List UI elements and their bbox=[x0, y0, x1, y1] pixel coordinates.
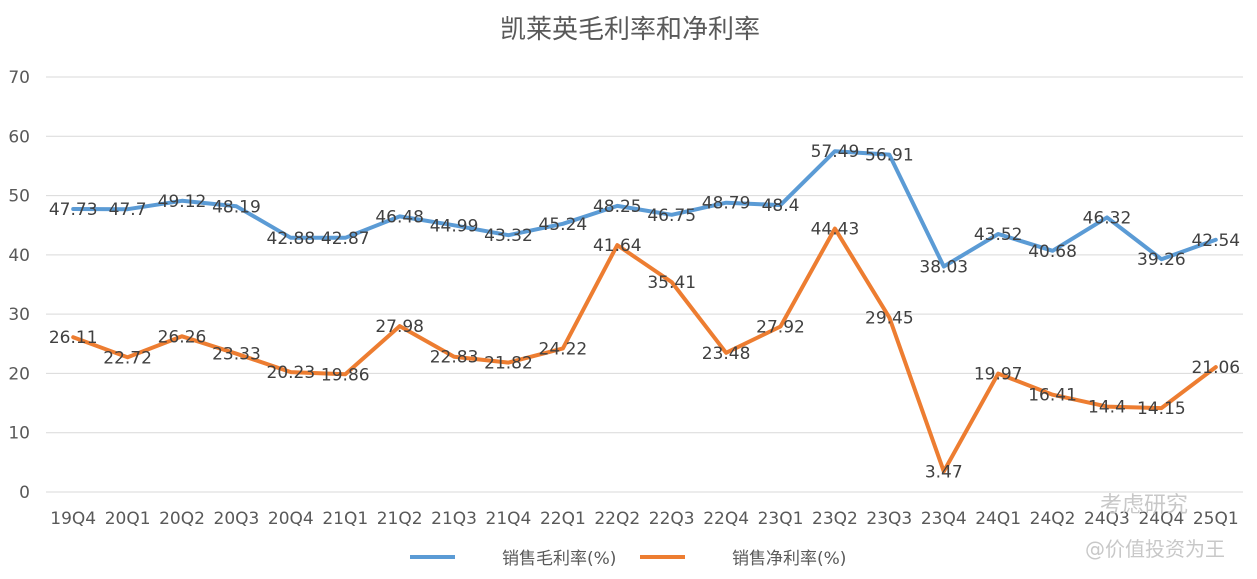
data-label: 49.12 bbox=[158, 192, 207, 212]
data-label: 44.43 bbox=[811, 220, 860, 240]
data-label: 40.68 bbox=[1028, 242, 1077, 262]
data-label: 46.32 bbox=[1083, 208, 1132, 228]
x-tick-label: 23Q2 bbox=[812, 509, 858, 529]
x-tick-label: 22Q4 bbox=[703, 509, 749, 529]
series-lines bbox=[71, 149, 1218, 474]
x-tick-label: 23Q3 bbox=[866, 509, 912, 529]
data-label: 21.06 bbox=[1191, 358, 1240, 378]
x-tick-label: 24Q1 bbox=[975, 509, 1021, 529]
data-label: 14.15 bbox=[1137, 399, 1186, 419]
series-line-2 bbox=[71, 226, 1218, 474]
data-label: 27.92 bbox=[756, 317, 805, 337]
data-label: 38.03 bbox=[919, 258, 968, 278]
data-label: 48.19 bbox=[212, 197, 261, 217]
x-tick-label: 25Q1 bbox=[1193, 509, 1239, 529]
data-label: 47.7 bbox=[109, 200, 147, 220]
data-label: 56.91 bbox=[865, 146, 914, 166]
series-line-1 bbox=[71, 149, 1218, 269]
data-label: 21.82 bbox=[484, 354, 533, 374]
data-label: 43.52 bbox=[974, 225, 1023, 245]
watermark: 考虑研究 @价值投资为王 bbox=[1085, 493, 1225, 561]
x-tick-label: 20Q2 bbox=[159, 509, 205, 529]
x-tick-label: 19Q4 bbox=[50, 509, 96, 529]
data-label: 48.25 bbox=[593, 197, 642, 217]
data-label: 47.73 bbox=[49, 200, 98, 220]
x-tick-label: 24Q3 bbox=[1084, 509, 1130, 529]
data-label: 46.75 bbox=[647, 206, 696, 226]
data-label: 46.48 bbox=[375, 207, 424, 227]
x-tick-label: 20Q3 bbox=[214, 509, 260, 529]
data-label: 22.72 bbox=[103, 348, 152, 368]
chart-title: 凯莱英毛利率和净利率 bbox=[500, 15, 760, 45]
data-label: 23.48 bbox=[702, 344, 751, 364]
x-tick-label: 23Q1 bbox=[758, 509, 804, 529]
legend-label-2: 销售净利率(%) bbox=[732, 549, 846, 569]
x-tick-label: 22Q1 bbox=[540, 509, 586, 529]
gridlines bbox=[46, 76, 1243, 493]
data-label: 48.4 bbox=[762, 196, 800, 216]
y-tick-label: 70 bbox=[8, 68, 30, 88]
x-tick-label: 23Q4 bbox=[921, 509, 967, 529]
x-tick-label: 20Q4 bbox=[268, 509, 314, 529]
data-label: 35.41 bbox=[647, 273, 696, 293]
y-tick-label: 20 bbox=[8, 364, 30, 384]
data-label: 16.41 bbox=[1028, 386, 1077, 406]
y-tick-label: 30 bbox=[8, 305, 30, 325]
data-label: 42.87 bbox=[321, 229, 370, 249]
data-label: 48.79 bbox=[702, 194, 751, 214]
data-label: 26.26 bbox=[158, 327, 207, 347]
x-tick-label: 20Q1 bbox=[105, 509, 151, 529]
data-label: 39.26 bbox=[1137, 250, 1186, 270]
data-label: 3.47 bbox=[925, 462, 963, 482]
x-tick-label: 21Q3 bbox=[431, 509, 477, 529]
x-tick-label: 22Q2 bbox=[594, 509, 640, 529]
watermark-line2: @价值投资为王 bbox=[1085, 537, 1225, 561]
data-label: 20.23 bbox=[267, 363, 316, 383]
y-tick-label: 10 bbox=[8, 424, 30, 444]
data-label: 57.49 bbox=[811, 142, 860, 162]
watermark-line1: 考虑研究 bbox=[1100, 493, 1188, 518]
y-tick-label: 40 bbox=[8, 246, 30, 266]
x-tick-label: 21Q2 bbox=[377, 509, 423, 529]
data-label: 27.98 bbox=[375, 317, 424, 337]
x-tick-label: 22Q3 bbox=[649, 509, 695, 529]
legend: 销售毛利率(%) 销售净利率(%) bbox=[410, 549, 846, 569]
data-label: 44.99 bbox=[430, 216, 479, 236]
data-label: 29.45 bbox=[865, 308, 914, 328]
x-axis: 19Q4 20Q1 20Q2 20Q3 20Q4 21Q1 21Q2 21Q3 21Q4 22Q1… bbox=[50, 509, 1238, 529]
data-label: 24.22 bbox=[539, 339, 588, 359]
data-label: 43.32 bbox=[484, 226, 533, 246]
y-tick-label: 0 bbox=[19, 483, 30, 503]
data-label: 23.33 bbox=[212, 345, 261, 365]
data-label: 42.88 bbox=[267, 229, 316, 249]
x-tick-label: 24Q4 bbox=[1138, 509, 1184, 529]
data-label: 41.64 bbox=[593, 236, 642, 256]
legend-label-1: 销售毛利率(%) bbox=[502, 549, 616, 569]
data-label: 19.86 bbox=[321, 365, 370, 385]
y-axis: 0 10 20 30 40 50 60 70 bbox=[8, 68, 30, 503]
y-tick-label: 50 bbox=[8, 187, 30, 207]
data-label: 19.97 bbox=[974, 365, 1023, 385]
data-label: 26.11 bbox=[49, 328, 98, 348]
data-label: 22.83 bbox=[430, 348, 479, 368]
x-tick-label: 21Q4 bbox=[486, 509, 532, 529]
data-label: 42.54 bbox=[1191, 231, 1240, 251]
data-label: 14.4 bbox=[1088, 398, 1126, 418]
x-tick-label: 21Q1 bbox=[322, 509, 368, 529]
y-tick-label: 60 bbox=[8, 127, 30, 147]
x-tick-label: 24Q2 bbox=[1030, 509, 1076, 529]
data-label: 45.24 bbox=[539, 215, 588, 235]
